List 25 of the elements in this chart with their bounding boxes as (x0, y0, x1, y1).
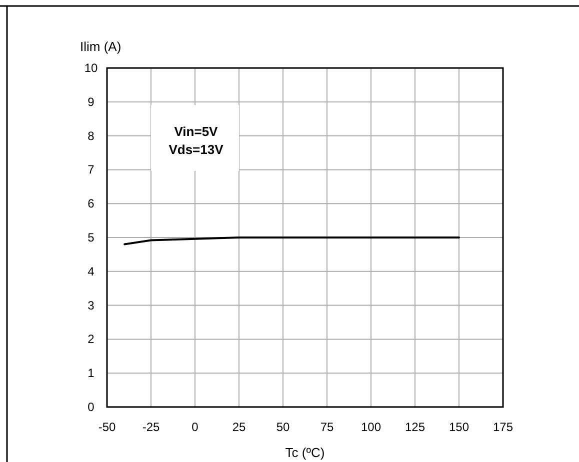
x-tick-label: 75 (320, 420, 334, 434)
y-tick-label: 9 (88, 94, 95, 109)
y-axis-title: Ilim (A) (80, 39, 122, 54)
y-tick-label: 8 (88, 128, 95, 143)
y-tick-label: 2 (88, 332, 95, 346)
y-tick-label: 0 (88, 400, 95, 414)
y-tick-label: 5 (88, 230, 95, 244)
x-tick-label: 150 (448, 420, 470, 434)
x-tick-label: -25 (142, 420, 160, 434)
x-tick-label: 50 (276, 420, 290, 434)
line-series (124, 236, 460, 246)
y-tick-label: 7 (88, 162, 95, 177)
x-tick-label: 175 (492, 420, 514, 434)
x-tick-label: 100 (360, 420, 382, 434)
x-tick-label: 0 (192, 420, 199, 434)
y-tick-label: 3 (88, 298, 95, 312)
y-tick-label: 10 (84, 61, 98, 75)
y-tick-label: 6 (88, 196, 95, 211)
x-tick-label: -50 (98, 420, 116, 434)
y-tick-label: 1 (88, 366, 95, 380)
x-axis-title: Tc (ºC) (285, 445, 325, 460)
y-tick-label: 4 (88, 264, 95, 278)
x-tick-label: 125 (404, 420, 426, 434)
annotation: Vin=5V Vds=13V (168, 124, 224, 157)
x-tick-label: 25 (232, 420, 246, 434)
